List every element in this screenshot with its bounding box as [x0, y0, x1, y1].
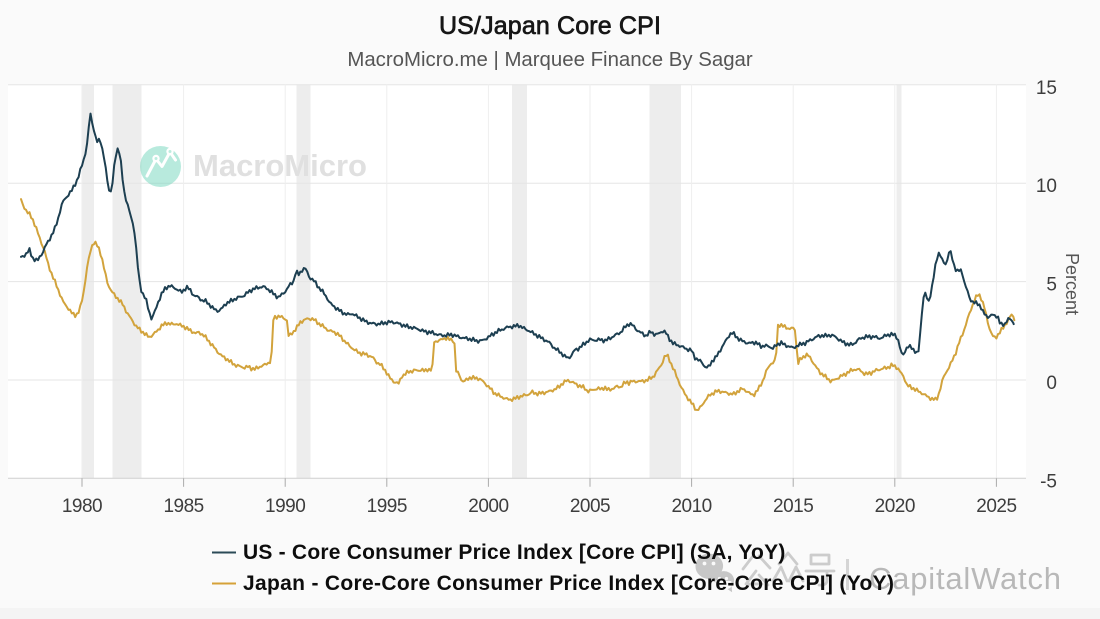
svg-text:US/Japan Core CPI: US/Japan Core CPI [439, 12, 661, 40]
svg-text:2010: 2010 [671, 496, 711, 517]
svg-text:1985: 1985 [163, 496, 203, 517]
svg-text:MacroMicro: MacroMicro [193, 148, 367, 183]
svg-text:US - Core Consumer Price Index: US - Core Consumer Price Index [Core CPI… [243, 541, 786, 564]
svg-text:0: 0 [1046, 373, 1057, 394]
svg-text:MacroMicro.me | Marquee Financ: MacroMicro.me | Marquee Finance By Sagar [347, 49, 753, 71]
svg-text:Japan - Core-Core Consumer Pri: Japan - Core-Core Consumer Price Index [… [243, 572, 894, 595]
svg-text:Percent: Percent [1062, 253, 1082, 315]
svg-text:2020: 2020 [875, 496, 915, 517]
svg-text:15: 15 [1036, 78, 1057, 99]
svg-text:1980: 1980 [62, 496, 102, 517]
svg-text:1990: 1990 [265, 496, 305, 517]
svg-text:5: 5 [1046, 275, 1057, 296]
svg-text:2005: 2005 [570, 496, 610, 517]
svg-text:-5: -5 [1040, 471, 1057, 492]
svg-text:2015: 2015 [773, 496, 813, 517]
svg-text:10: 10 [1036, 176, 1057, 197]
svg-text:2000: 2000 [468, 496, 508, 517]
svg-text:2025: 2025 [976, 496, 1016, 517]
svg-text:CapitalWatch: CapitalWatch [869, 561, 1062, 596]
svg-text:1995: 1995 [367, 496, 407, 517]
